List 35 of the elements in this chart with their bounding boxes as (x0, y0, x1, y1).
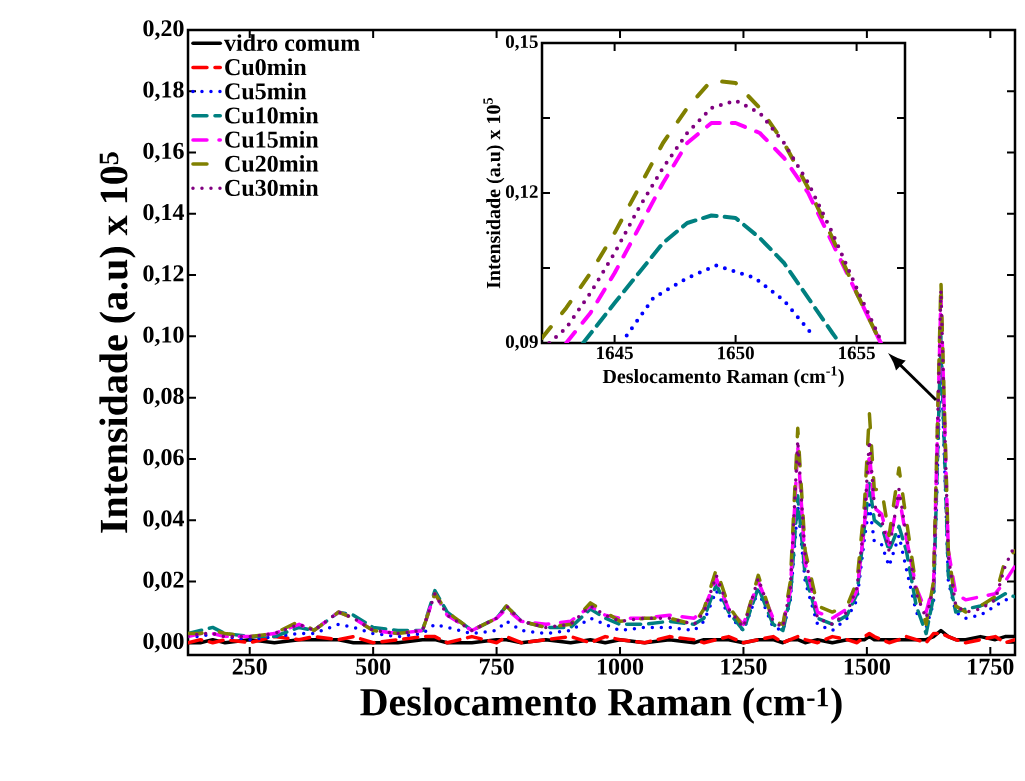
legend-label: Cu0min (225, 58, 307, 76)
y-tick-label: 0,15 (505, 35, 538, 51)
y-tick-label: 0,18 (143, 81, 184, 102)
y-tick-label: 0,16 (143, 142, 184, 163)
x-tick-label: 500 (356, 658, 391, 675)
x-tick-label: 1750 (968, 658, 1014, 675)
legend-label: Cu10min (225, 106, 319, 124)
x-tick-label: 750 (479, 658, 514, 675)
y-axis-title: Intensidade (a.u) x 10$^{5}$ (483, 98, 505, 289)
x-axis-title: Deslocamento Raman (cm$^{-1}$) (602, 366, 844, 388)
legend-label: Cu30min (225, 179, 319, 197)
y-axis-title: Intensidade (a.u) x 10$^{5}$ (99, 152, 136, 533)
legend-label: Cu5min (225, 82, 307, 100)
y-tick-label: 0,09 (505, 335, 538, 351)
y-tick-label: 0,10 (143, 326, 184, 347)
legend-label: Cu15min (225, 130, 319, 148)
y-tick-label: 0,04 (143, 510, 185, 531)
y-tick-label: 0,12 (505, 185, 538, 201)
x-axis-title: Deslocamento Raman (cm$^{-1}$) (360, 687, 842, 724)
x-tick-label: 1500 (844, 658, 890, 675)
y-tick-label: 0,02 (143, 571, 184, 592)
y-tick-label: 0,08 (143, 387, 184, 408)
y-tick-label: 0,14 (143, 203, 185, 224)
y-tick-label: 0,00 (143, 632, 184, 653)
x-tick-label: 1250 (721, 658, 767, 675)
y-tick-label: 0,12 (143, 265, 184, 285)
legend-label: vidro comum (224, 34, 360, 52)
y-tick-label: 0,06 (143, 449, 184, 469)
x-tick-label: 1000 (597, 658, 644, 675)
legend-label: Cu20min (225, 154, 319, 172)
y-tick-label: 0,20 (143, 20, 184, 40)
x-tick-label: 1650 (718, 346, 754, 360)
x-tick-label: 1655 (839, 346, 875, 360)
x-tick-label: 1645 (597, 346, 633, 360)
x-tick-label: 250 (232, 658, 267, 675)
